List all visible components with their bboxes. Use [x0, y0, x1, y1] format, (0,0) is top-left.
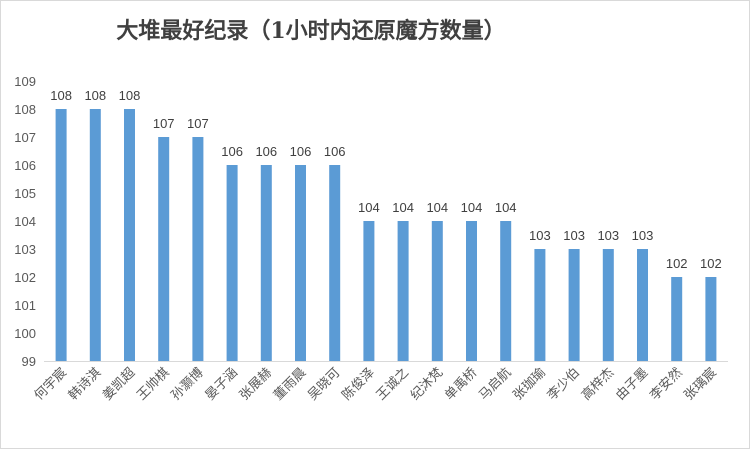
- bar: [500, 221, 512, 361]
- x-tick-label: 纪沐梵: [408, 365, 446, 403]
- data-label: 102: [666, 256, 688, 271]
- x-tick-label: 姜凯超: [100, 365, 138, 403]
- bar: [192, 137, 204, 361]
- x-tick-label: 由子墨: [613, 365, 651, 403]
- data-label: 104: [461, 200, 483, 215]
- bar: [431, 221, 443, 361]
- x-tick-label: 张璃宸: [681, 365, 720, 404]
- data-label: 106: [221, 144, 243, 159]
- data-label: 103: [632, 228, 654, 243]
- bar: [158, 137, 170, 361]
- y-tick-label: 108: [14, 102, 36, 117]
- y-tick-label: 107: [14, 130, 36, 145]
- bar: [602, 249, 614, 361]
- data-label: 108: [50, 88, 72, 103]
- bar: [260, 165, 272, 361]
- bar: [671, 277, 683, 361]
- bar: [329, 165, 341, 361]
- bar: [466, 221, 477, 361]
- data-label: 103: [563, 228, 585, 243]
- bar: [397, 221, 409, 361]
- x-tick-label: 孙灏博: [168, 365, 207, 404]
- y-tick-label: 99: [22, 354, 36, 369]
- bar: [124, 109, 135, 361]
- x-tick-label: 何宇宸: [31, 365, 70, 404]
- data-label: 108: [119, 88, 141, 103]
- data-label: 107: [187, 116, 209, 131]
- bar: [55, 109, 67, 361]
- y-tick-label: 101: [14, 298, 36, 313]
- x-tick-label: 李安然: [647, 365, 686, 404]
- bar: [363, 221, 375, 361]
- x-tick-label: 张展赫: [237, 365, 275, 403]
- y-tick-label: 109: [14, 74, 36, 89]
- x-tick-label: 王帅棋: [134, 365, 172, 403]
- bar: [534, 249, 546, 361]
- x-tick-label: 王诚之: [374, 365, 412, 403]
- x-tick-label: 董雨晨: [271, 365, 309, 403]
- data-label: 102: [700, 256, 722, 271]
- x-tick-label: 高梓杰: [578, 365, 617, 404]
- bar: [637, 249, 648, 361]
- data-label: 104: [426, 200, 448, 215]
- x-tick-label: 韩诗淇: [66, 365, 104, 403]
- y-tick-label: 104: [14, 214, 36, 229]
- data-label: 104: [392, 200, 414, 215]
- bar: [89, 109, 101, 361]
- bar: [226, 165, 238, 361]
- y-tick-label: 100: [14, 326, 36, 341]
- x-tick-label: 陈俊泽: [339, 365, 378, 404]
- data-label: 104: [358, 200, 380, 215]
- bar: [705, 277, 717, 361]
- y-tick-label: 102: [14, 270, 36, 285]
- y-tick-label: 103: [14, 242, 36, 257]
- bar: [295, 165, 306, 361]
- data-label: 103: [529, 228, 551, 243]
- data-label: 106: [324, 144, 346, 159]
- x-tick-label: 吴晓可: [305, 365, 343, 403]
- data-label: 106: [290, 144, 312, 159]
- y-tick-label: 106: [14, 158, 36, 173]
- data-label: 107: [153, 116, 175, 131]
- x-tick-label: 晏子涵: [203, 365, 241, 403]
- chart-title: 大堆最好纪录（1小时内还原魔方数量）: [116, 18, 506, 44]
- data-label: 108: [84, 88, 106, 103]
- x-tick-label: 张珈瑜: [511, 365, 549, 403]
- x-tick-label: 单禹桥: [442, 365, 480, 403]
- data-label: 103: [597, 228, 619, 243]
- bar: [568, 249, 580, 361]
- data-label: 104: [495, 200, 517, 215]
- data-label: 106: [255, 144, 277, 159]
- y-tick-label: 105: [14, 186, 36, 201]
- x-tick-label: 马启航: [476, 365, 515, 404]
- x-tick-label: 李少伯: [545, 365, 583, 403]
